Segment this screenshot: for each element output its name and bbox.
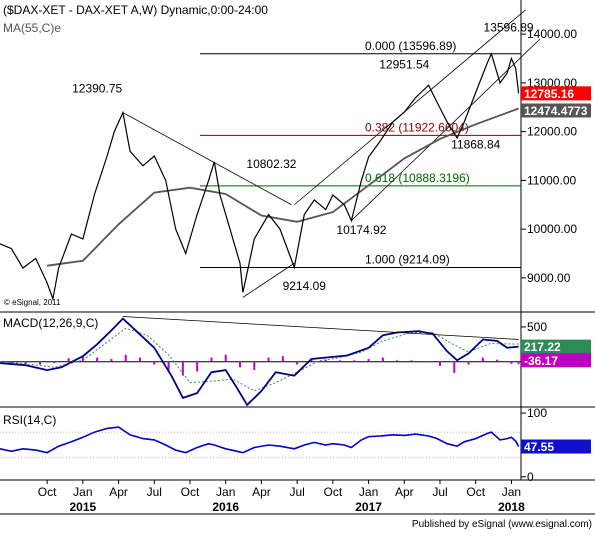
price-panel: 9000.0010000.0011000.0012000.0013000.001… bbox=[0, 9, 591, 302]
ma-legend: MA(55,C)e bbox=[3, 21, 61, 35]
published-by: Published by eSignal (www.esignal.com) bbox=[412, 519, 592, 530]
rsi-badge-bg bbox=[521, 439, 591, 454]
price-y-tick-label: 9000.00 bbox=[527, 271, 571, 285]
rsi-y-tick-label: 100 bbox=[527, 406, 547, 420]
x-tick-label: Jul bbox=[289, 485, 304, 499]
price-annotation: 12951.54 bbox=[379, 57, 429, 71]
fib-level-label: 0.618 (10888.3196) bbox=[365, 171, 470, 185]
x-year-label: 2017 bbox=[355, 500, 382, 514]
x-tick-label: Oct bbox=[38, 485, 57, 499]
x-tick-label: Apr bbox=[109, 485, 128, 499]
x-year-label: 2016 bbox=[212, 500, 239, 514]
price-annotation: 10802.32 bbox=[246, 157, 296, 171]
x-tick-label: Jul bbox=[147, 485, 162, 499]
price-y-tick-label: 12000.00 bbox=[527, 125, 577, 139]
ma-badge: 12474.4773 bbox=[524, 104, 588, 118]
macd-hist-badge: -36.17 bbox=[524, 354, 558, 368]
rsi-badge: 47.55 bbox=[524, 440, 554, 454]
rsi-line bbox=[0, 426, 520, 454]
macd-panel: MACD(12,26,9,C) 500 217.22-36.17 bbox=[0, 316, 591, 407]
macd-title: MACD(12,26,9,C) bbox=[3, 316, 98, 330]
copyright-text: © eSignal, 2011 bbox=[4, 298, 61, 307]
ma-55-line bbox=[46, 107, 519, 267]
x-tick-label: Jan bbox=[73, 485, 92, 499]
ma-badge-bg bbox=[521, 103, 591, 118]
macd-badge-bg bbox=[521, 339, 591, 354]
x-tick-label: Jan bbox=[359, 485, 378, 499]
price-line bbox=[0, 52, 520, 302]
macd-y-tick-label: 500 bbox=[527, 320, 547, 334]
price-y-tick-label: 11000.00 bbox=[527, 173, 576, 187]
macd-line bbox=[0, 317, 519, 407]
panel-frames bbox=[0, 0, 595, 515]
price-annotation: 9214.09 bbox=[283, 279, 327, 293]
rsi-title: RSI(14,C) bbox=[3, 413, 56, 427]
price-annotation: 10174.92 bbox=[336, 223, 386, 237]
price-trendline bbox=[242, 262, 295, 298]
rsi-y-tick-label: 0 bbox=[527, 470, 534, 484]
x-year-label: 2015 bbox=[70, 500, 97, 514]
macd-hist-badge-bg bbox=[521, 353, 591, 368]
price-annotation: 12390.75 bbox=[72, 82, 122, 96]
x-tick-label: Oct bbox=[466, 485, 485, 499]
price-trendline bbox=[122, 112, 292, 206]
x-tick-label: Apr bbox=[252, 485, 271, 499]
chart-title: ($DAX-XET - DAX-XET A,W) Dynamic,0:00-24… bbox=[3, 3, 268, 17]
x-tick-label: Oct bbox=[181, 485, 200, 499]
fib-level-label: 1.000 (9214.09) bbox=[365, 252, 450, 266]
price-annotation: 11868.84 bbox=[451, 138, 500, 152]
price-y-tick-label: 10000.00 bbox=[527, 222, 577, 236]
macd-badge: 217.22 bbox=[524, 340, 561, 354]
x-tick-label: Jan bbox=[502, 485, 521, 499]
x-tick-label: Oct bbox=[324, 485, 343, 499]
macd-trendline bbox=[122, 316, 519, 340]
price-badge-bg bbox=[521, 86, 591, 101]
price-annotation: 13596.89 bbox=[484, 21, 534, 35]
price-trendline bbox=[294, 9, 526, 206]
x-tick-label: Jul bbox=[432, 485, 447, 499]
fib-level-label: 0.000 (13596.89) bbox=[365, 39, 456, 53]
x-axis: Oct Jan Apr Jul Oct Jan Apr Jul Oct Jan Apr Jul Oct J… bbox=[38, 480, 525, 514]
x-year-label: 2018 bbox=[498, 500, 525, 514]
price-badge: 12785.16 bbox=[524, 87, 574, 101]
x-tick-label: Apr bbox=[395, 485, 414, 499]
x-tick-label: Jan bbox=[216, 485, 235, 499]
rsi-panel: RSI(14,C)10050047.55 bbox=[0, 406, 591, 484]
price-y-tick-label: 14000.00 bbox=[527, 27, 577, 41]
